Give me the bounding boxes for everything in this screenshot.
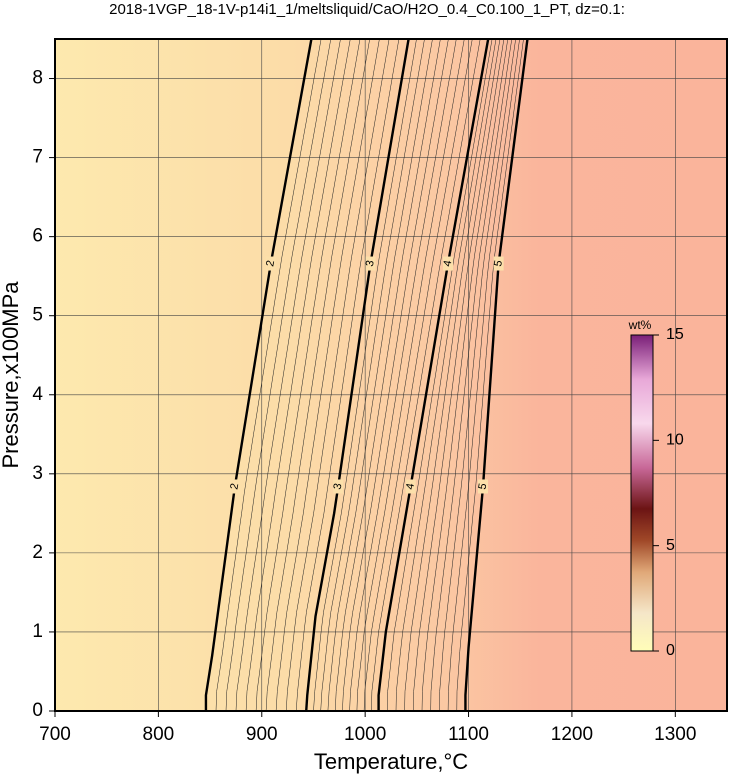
y-tick-label: 6 bbox=[32, 226, 43, 247]
colorbar-tick-label: 5 bbox=[666, 537, 675, 554]
y-tick-label: 0 bbox=[32, 700, 43, 721]
contour-label: 2 bbox=[264, 259, 277, 267]
chart-title: 2018-1VGP_18-1V-p14i1_1/meltsliquid/CaO/… bbox=[109, 1, 625, 18]
minor-contour bbox=[334, 39, 441, 711]
colorbar-tick-label: 10 bbox=[666, 432, 684, 449]
minor-contour bbox=[285, 39, 390, 711]
x-tick-label: 1100 bbox=[448, 724, 489, 745]
contour-label-bg bbox=[333, 479, 344, 494]
x-tick-label: 900 bbox=[246, 724, 278, 745]
y-tick-label: 5 bbox=[32, 305, 43, 326]
x-tick-label: 800 bbox=[143, 724, 175, 745]
minor-contour bbox=[245, 39, 351, 711]
x-tick-label: 1000 bbox=[344, 724, 386, 745]
minor-contour bbox=[275, 39, 380, 711]
contour-label: 2 bbox=[228, 482, 241, 490]
minor-contour bbox=[371, 39, 481, 711]
plot-frame bbox=[54, 38, 728, 712]
contour-line bbox=[377, 39, 490, 711]
minor-contour bbox=[342, 39, 449, 711]
contour-label: 5 bbox=[492, 259, 505, 267]
contour-label-bg bbox=[229, 479, 240, 494]
contour-label-bg bbox=[493, 256, 504, 271]
contour-label-bg bbox=[365, 256, 376, 271]
minor-contour bbox=[295, 39, 400, 711]
minor-contour bbox=[395, 39, 497, 711]
minor-contour bbox=[387, 39, 493, 711]
y-tick-label: 3 bbox=[32, 463, 43, 484]
contour-label: 4 bbox=[404, 482, 417, 490]
minor-contour bbox=[413, 39, 505, 711]
contour-label-bg bbox=[478, 479, 489, 494]
contour-line bbox=[204, 39, 313, 711]
x-axis-label: Temperature,°C bbox=[314, 749, 468, 774]
y-axis-label: Pressure,x100MPa bbox=[0, 281, 23, 469]
minor-contour bbox=[327, 39, 433, 711]
x-tick-label: 1200 bbox=[551, 724, 593, 745]
y-tick-label: 8 bbox=[32, 68, 43, 89]
contour-label: 3 bbox=[364, 259, 377, 267]
contour-label: 5 bbox=[476, 482, 489, 490]
colorbar-tick-label: 0 bbox=[666, 642, 675, 659]
minor-contour bbox=[215, 39, 322, 711]
y-tick-label: 2 bbox=[32, 542, 43, 563]
x-tick-label: 700 bbox=[39, 724, 71, 745]
y-tick-label: 7 bbox=[32, 147, 43, 168]
minor-contour bbox=[430, 39, 513, 711]
y-tick-label: 1 bbox=[32, 621, 43, 642]
contour-label: 4 bbox=[441, 259, 454, 267]
x-tick-label: 1300 bbox=[654, 724, 696, 745]
minor-contour bbox=[313, 39, 417, 711]
minor-contour bbox=[421, 39, 509, 711]
minor-contour bbox=[456, 39, 524, 711]
contour-line bbox=[464, 39, 529, 711]
minor-contour bbox=[349, 39, 457, 711]
colorbar-tick-label: 15 bbox=[666, 326, 684, 343]
contour-label-bg bbox=[443, 256, 454, 271]
contour-label-bg bbox=[265, 256, 276, 271]
contour-label-bg bbox=[405, 479, 416, 494]
minor-contour bbox=[255, 39, 361, 711]
colorbar-label: wt% bbox=[628, 318, 652, 332]
minor-contour bbox=[439, 39, 516, 711]
minor-contour bbox=[404, 39, 501, 711]
minor-contour bbox=[320, 39, 425, 711]
minor-contour bbox=[363, 39, 473, 711]
minor-contour bbox=[356, 39, 465, 711]
minor-contour bbox=[235, 39, 341, 711]
minor-contour bbox=[447, 39, 520, 711]
contour-label: 3 bbox=[332, 482, 345, 490]
y-tick-label: 4 bbox=[32, 384, 43, 405]
plot-area: 2 2 3 3 4 4 5 5 bbox=[55, 39, 727, 711]
minor-contour bbox=[225, 39, 332, 711]
minor-contour bbox=[265, 39, 370, 711]
colorbar bbox=[630, 334, 654, 652]
